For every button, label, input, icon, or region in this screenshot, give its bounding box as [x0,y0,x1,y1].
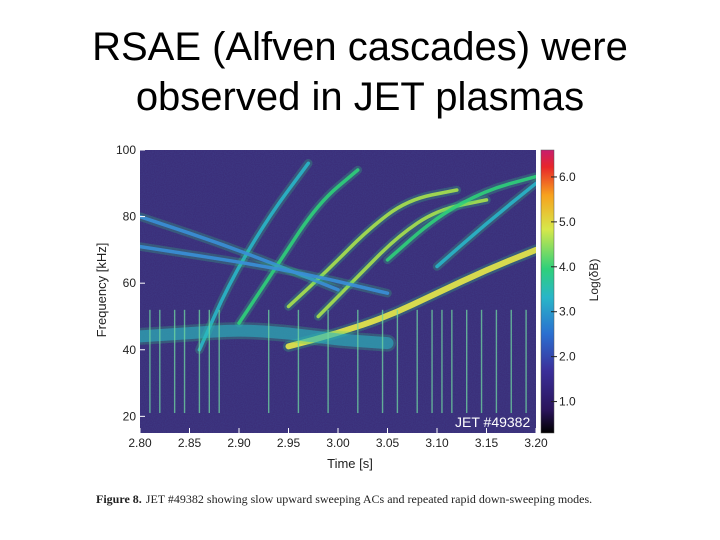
figure-caption: Figure 8. JET #49382 showing slow upward … [96,492,616,506]
y-tick-label: 100 [116,143,136,157]
mode-trace-upward-sweep [316,198,489,319]
y-tick-label: 80 [123,210,137,224]
x-tick-label: 3.15 [475,436,499,450]
colorbar-tick-label: 5.0 [559,215,576,229]
y-axis-label: Frequency [kHz] [94,243,109,338]
mode-trace-upward-sweep [197,161,311,352]
burst-lines [149,309,527,414]
colorbar-gradient [540,149,555,434]
mode-trace-upward-sweep [286,188,459,309]
x-tick-label: 2.85 [178,436,202,450]
mode-trace-down-sweep [140,244,390,295]
colorbar-tick-label: 4.0 [559,260,576,274]
mode-trace-upward-sweep [237,168,360,325]
x-tick-label: 2.90 [227,436,251,450]
x-tick-label: 2.80 [128,436,152,450]
colorbar-tick-label: 6.0 [559,170,576,184]
mode-trace-upward-sweep [385,174,536,262]
colorbar-label: Log(δB) [587,259,601,302]
y-tick-label: 60 [123,276,137,290]
mode-trace-upward-sweep [435,181,536,269]
caption-label: Figure 8. [96,492,142,506]
x-tick-label: 3.00 [326,436,350,450]
x-axis-label: Time [s] [327,456,373,471]
y-axis: 20 40 60 80 100 [116,143,145,423]
mode-trace-down-sweep [140,214,340,292]
x-tick-label: 3.20 [524,436,548,450]
x-axis: 2.80 2.85 2.90 2.95 3.00 3.05 3.10 3.15 3.20 [128,428,548,450]
colorbar-tick-label: 1.0 [559,395,576,409]
y-tick-label: 20 [123,409,137,423]
x-tick-label: 3.05 [376,436,400,450]
mode-trace-band [140,324,394,350]
slide-title-line-1: RSAE (Alfven cascades) were [92,25,628,69]
colorbar-ticks: 1.0 2.0 3.0 4.0 5.0 6.0 [551,170,576,409]
plot-area: JET #49382 [140,150,536,433]
slide-title-line-2: observed in JET plasmas [135,75,585,119]
caption-text: JET #49382 showing slow upward sweeping … [145,492,593,506]
mode-traces [140,159,536,355]
colorbar-tick-label: 3.0 [559,305,576,319]
y-tick-label: 40 [123,343,137,357]
slide-title: RSAE (Alfven cascades) were observed in … [0,22,720,122]
colorbar: 1.0 2.0 3.0 4.0 5.0 6.0 Log(δB) [540,149,601,434]
colorbar-tick-label: 2.0 [559,350,576,364]
x-tick-label: 3.10 [425,436,449,450]
shot-annotation: JET #49382 [455,414,530,430]
x-tick-label: 2.95 [277,436,301,450]
